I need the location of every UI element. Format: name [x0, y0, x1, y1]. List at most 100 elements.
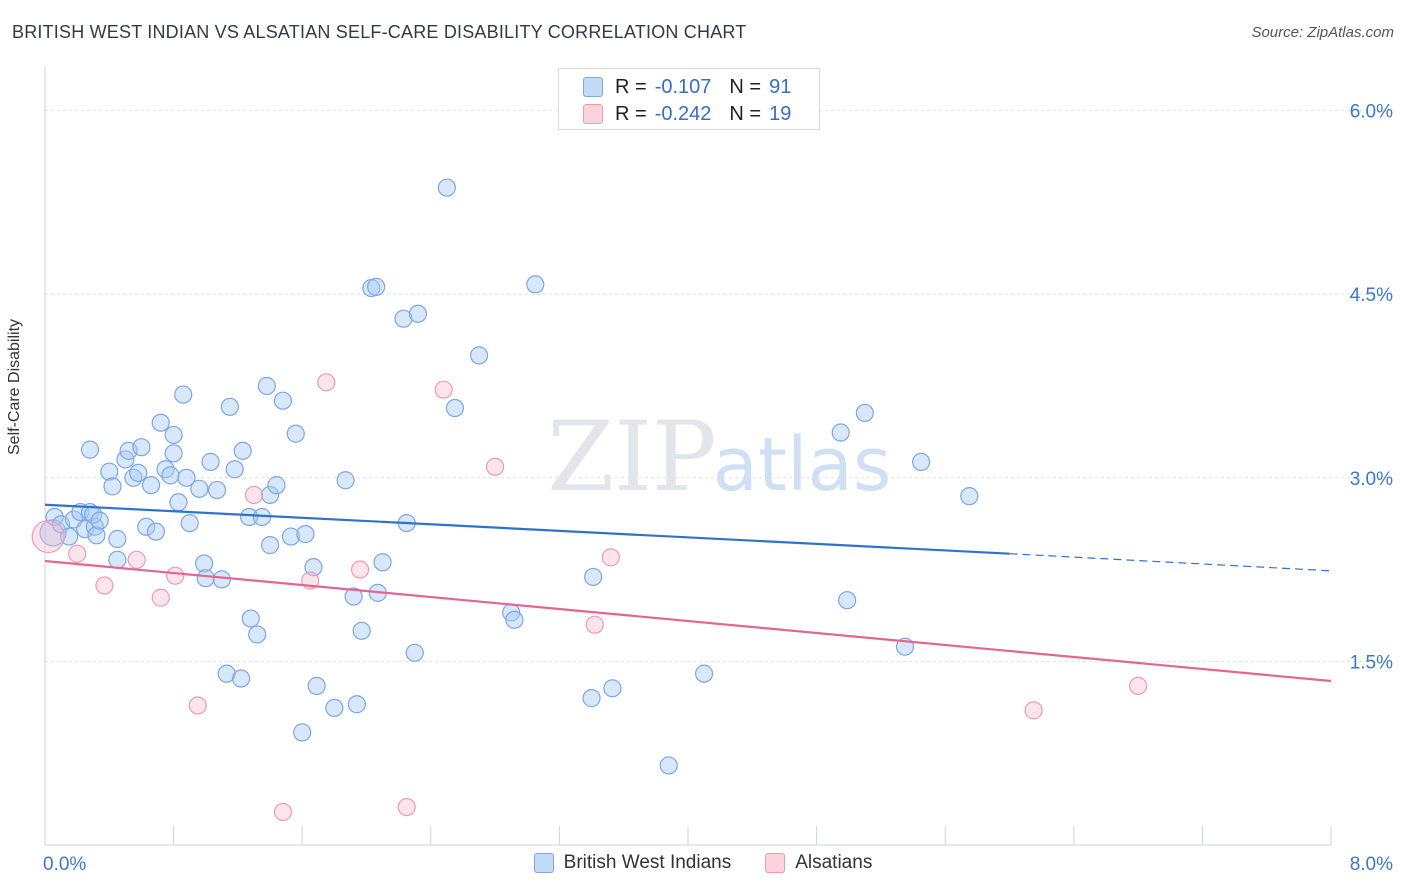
legend-item-british-west-indians[interactable]: British West Indians [533, 852, 732, 874]
y-axis-label: Self-Care Disability [6, 318, 23, 455]
point-british-west-indians [367, 277, 386, 296]
point-alsatians [317, 373, 336, 392]
r-value: -0.107 [654, 75, 712, 98]
point-british-west-indians [60, 527, 79, 546]
tick-labels: 1.5% 3.0% 4.5% 6.0% 0.0% 8.0% [43, 102, 1393, 875]
legend-swatch-blue [533, 853, 554, 873]
y-tick-label: 1.5% [1350, 652, 1393, 673]
point-british-west-indians [161, 466, 180, 485]
trend-line-british-west-indians [44, 503, 1010, 555]
point-alsatians [434, 380, 453, 399]
point-british-west-indians [225, 460, 244, 479]
point-alsatians [1128, 676, 1148, 695]
watermark-zip: ZIP [547, 401, 716, 513]
point-british-west-indians [960, 487, 979, 506]
watermark-atlas: atlas [713, 422, 892, 508]
point-british-west-indians [325, 698, 344, 718]
point-british-west-indians [694, 664, 714, 683]
point-alsatians [166, 566, 185, 585]
point-alsatians [151, 588, 170, 607]
n-label: N = [729, 75, 762, 98]
gridlines [45, 110, 1395, 662]
point-british-west-indians [307, 676, 326, 695]
swatch-blue [583, 77, 603, 97]
watermark: ZIP atlas [547, 401, 891, 513]
point-british-west-indians [232, 669, 251, 688]
point-british-west-indians [838, 591, 857, 610]
point-british-west-indians [212, 570, 231, 589]
r-label: R = [615, 102, 647, 125]
point-british-west-indians [260, 485, 280, 505]
point-british-west-indians [373, 553, 392, 572]
point-british-west-indians [405, 643, 424, 662]
legend-label: British West Indians [563, 852, 732, 873]
point-british-west-indians [87, 526, 106, 545]
point-british-west-indians [201, 452, 220, 471]
point-british-west-indians [911, 452, 931, 471]
stats-row-british-west-indians: R = -0.107 N = 91 [583, 74, 791, 100]
axes [44, 66, 1332, 846]
point-british-west-indians [286, 424, 305, 443]
y-tick-label: 3.0% [1350, 469, 1393, 490]
point-alsatians [1024, 701, 1043, 720]
point-british-west-indians [469, 346, 489, 365]
stats-row-alsatians: R = -0.242 N = 19 [583, 101, 791, 127]
point-alsatians [585, 615, 604, 634]
point-british-west-indians [108, 529, 127, 549]
y-tick-label: 4.5% [1350, 285, 1393, 306]
point-british-west-indians [241, 609, 260, 628]
point-british-west-indians [267, 476, 286, 495]
point-british-west-indians [352, 621, 371, 640]
n-value: 91 [769, 75, 792, 98]
point-british-west-indians [217, 664, 236, 683]
stats-box: R = -0.107 N = 91 R = -0.242 N = 19 [558, 68, 820, 130]
point-british-west-indians [137, 517, 156, 536]
legend-swatch-pink [765, 853, 786, 873]
point-british-west-indians [39, 519, 67, 547]
point-british-west-indians [526, 275, 545, 294]
point-british-west-indians [584, 567, 603, 587]
point-british-west-indians [132, 438, 151, 457]
point-british-west-indians [281, 527, 301, 546]
point-alsatians [397, 797, 416, 817]
point-alsatians [68, 544, 87, 563]
point-british-west-indians [233, 441, 252, 460]
point-british-west-indians [156, 460, 175, 479]
point-british-west-indians [445, 398, 465, 418]
point-british-west-indians [394, 309, 413, 328]
point-british-west-indians [855, 403, 874, 423]
legend-item-alsatians[interactable]: Alsatians [765, 852, 872, 874]
y-tick-label: 6.0% [1350, 102, 1393, 123]
point-alsatians [273, 802, 293, 822]
point-british-west-indians [90, 511, 109, 530]
point-british-west-indians [336, 471, 355, 490]
point-british-west-indians [108, 550, 127, 569]
point-british-west-indians [505, 610, 524, 629]
point-british-west-indians [437, 178, 456, 197]
point-british-west-indians [260, 536, 280, 555]
point-alsatians [31, 519, 65, 554]
point-british-west-indians [257, 376, 276, 396]
n-value: 19 [769, 102, 792, 125]
point-british-west-indians [296, 525, 315, 544]
point-british-west-indians [831, 423, 850, 442]
trend-lines [44, 503, 1332, 683]
x-tick-label: 8.0% [1350, 854, 1393, 875]
point-british-west-indians [293, 723, 312, 742]
point-alsatians [350, 560, 370, 579]
trend-line-british-west-indians-extension [1009, 553, 1332, 572]
point-british-west-indians [174, 385, 193, 404]
point-british-west-indians [195, 554, 214, 573]
source-label: Source: ZipAtlas.com [1251, 24, 1394, 41]
point-british-west-indians [177, 468, 196, 487]
point-british-west-indians [169, 493, 188, 512]
chart-title: BRITISH WEST INDIAN VS ALSATIAN SELF-CAR… [12, 22, 747, 42]
point-british-west-indians [180, 513, 199, 533]
trend-line-alsatians [44, 559, 1332, 683]
point-british-west-indians [273, 391, 293, 410]
point-alsatians [127, 550, 146, 569]
legend-label: Alsatians [795, 852, 873, 873]
point-british-west-indians [408, 304, 428, 323]
point-british-west-indians [659, 756, 678, 775]
